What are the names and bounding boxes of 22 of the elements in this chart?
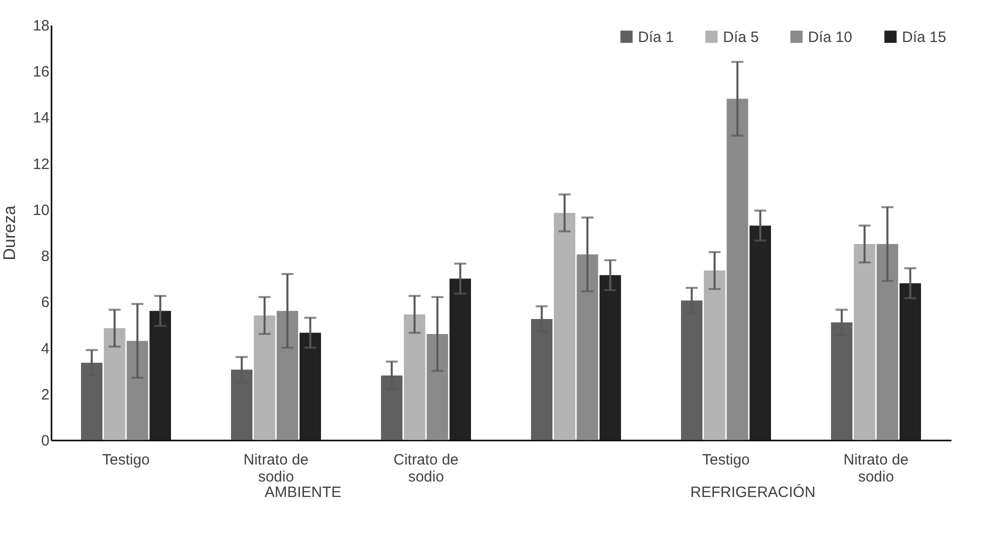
x-tick-label: Testigo — [702, 452, 750, 468]
x-tick-label: Citrato de sodio — [393, 452, 459, 486]
y-tick-label: 16 — [32, 64, 50, 81]
legend-label: Día 15 — [902, 28, 946, 46]
text: REFRIGERACIÓN — [690, 484, 816, 501]
text: AMBIENTE — [264, 484, 342, 501]
legend-label: Día 10 — [808, 28, 852, 46]
y-tick-label: 6 — [41, 294, 50, 312]
y-tick-label: 8 — [41, 248, 50, 266]
y-tick-label: 12 — [32, 156, 50, 173]
y-axis-title: Dureza — [0, 205, 19, 260]
y-tick-label: 2 — [41, 386, 50, 404]
y-tick-label: 10 — [32, 202, 50, 219]
y-tick-label: 4 — [41, 340, 50, 358]
x-tick-label: Testigo — [102, 452, 150, 468]
x-tick-label: Nitrato de sodio — [243, 452, 309, 486]
x-tick-label: Nitrato de sodio — [843, 452, 909, 486]
y-tick-label: 18 — [32, 18, 50, 34]
y-tick-label: 0 — [41, 432, 50, 450]
legend-label: Día 1 — [638, 28, 674, 46]
y-tick-label: 14 — [32, 110, 50, 127]
legend-label: Día 5 — [723, 28, 759, 46]
